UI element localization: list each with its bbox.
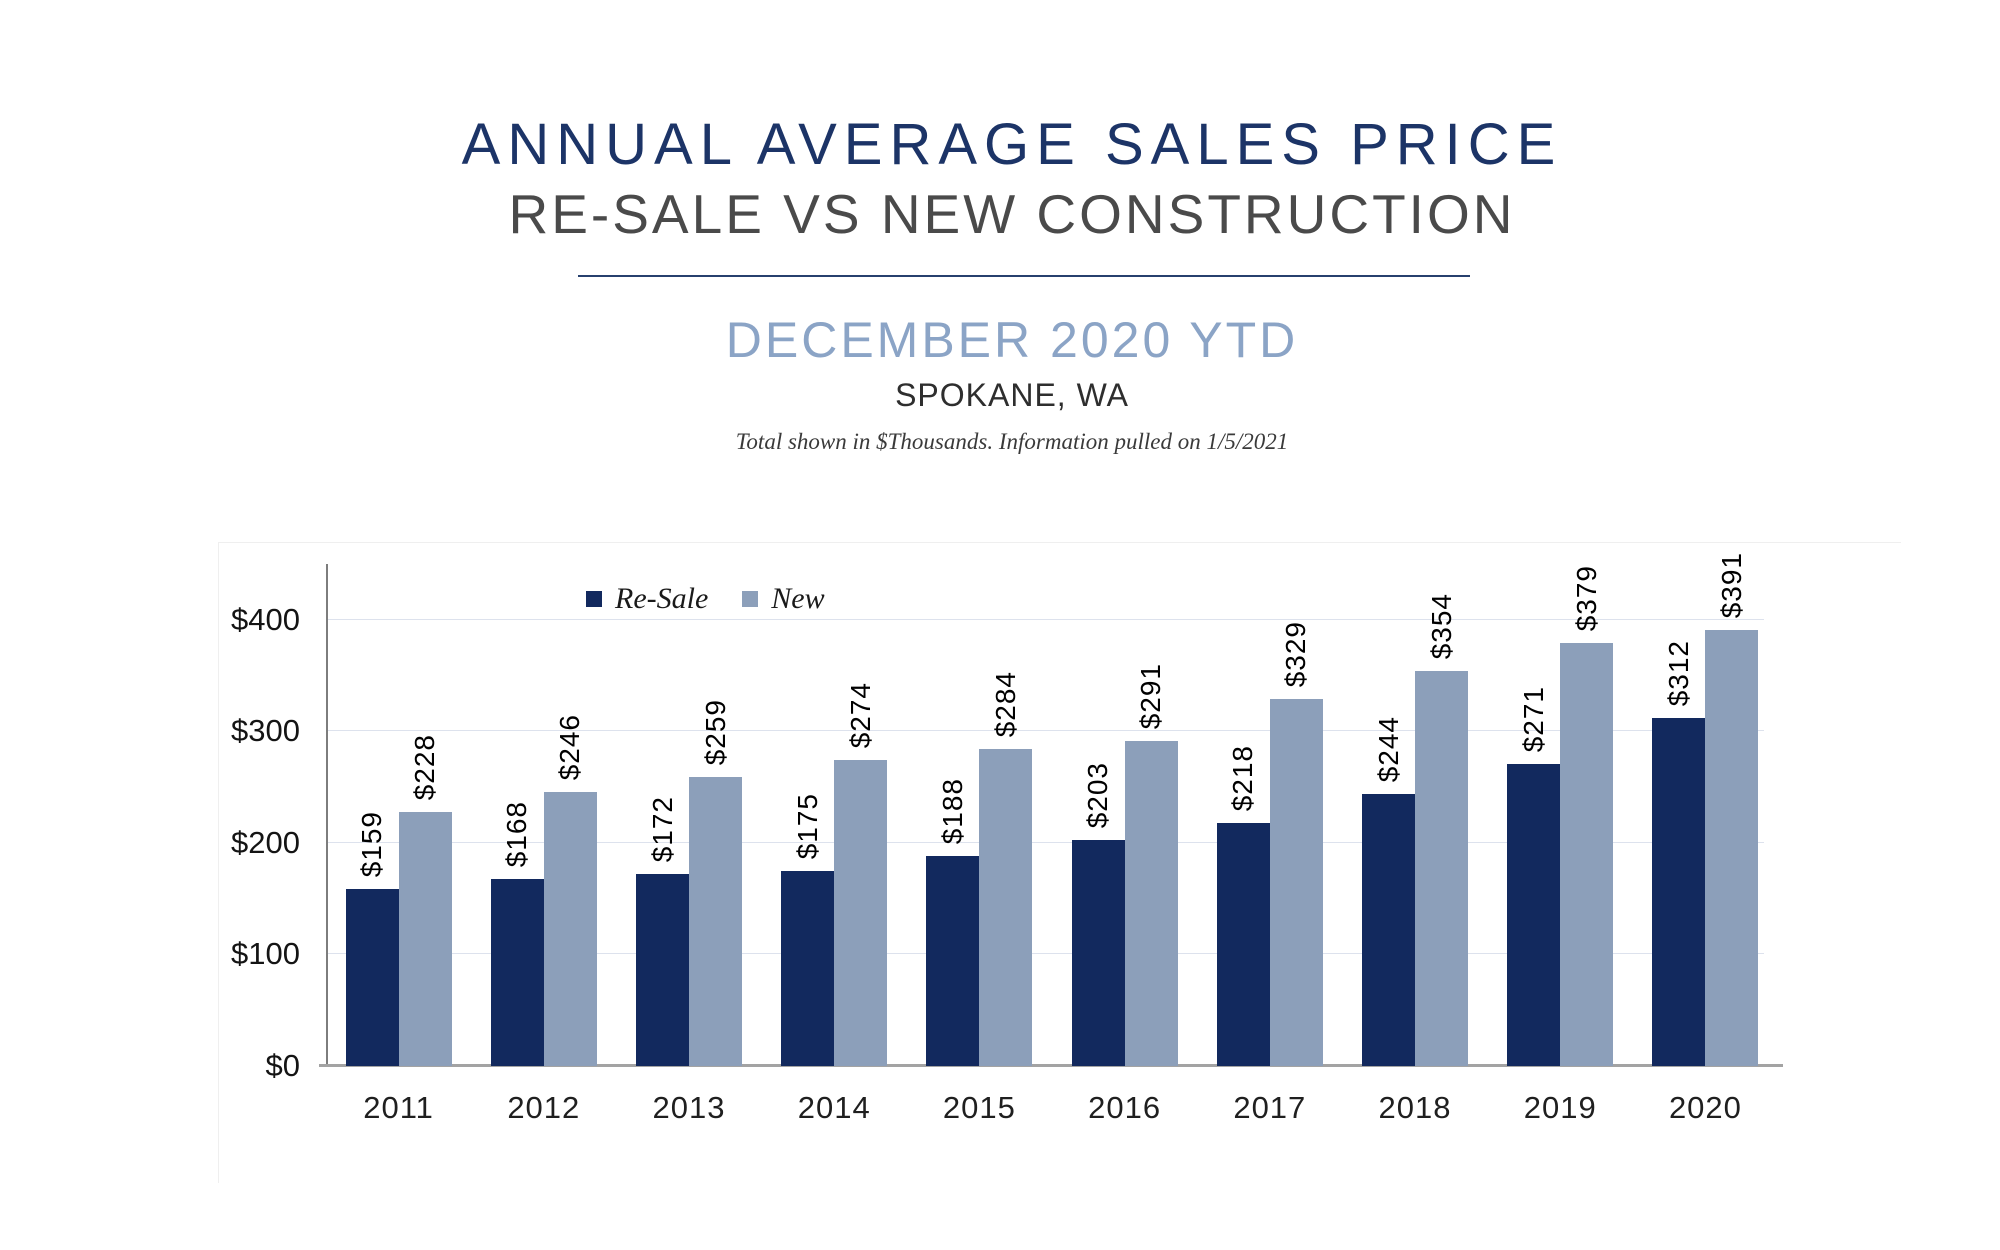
bar-groups: $159 $228 2011 $168 $246 2012 $172 $259 2013 $175… [326, 552, 1778, 1125]
x-axis-year-label: 2016 [1088, 1090, 1162, 1125]
legend-entry-new: New [742, 582, 825, 616]
x-axis-line [319, 1064, 1783, 1067]
bar-value-label: $312 [1662, 639, 1694, 706]
bar-value-label: $291 [1135, 662, 1167, 729]
legend-label-resale: Re-Sale [615, 582, 709, 615]
new-swatch-icon [742, 591, 759, 607]
year-group: $244 $354 2018 [1342, 564, 1487, 1125]
year-group: $172 $259 2013 [616, 564, 761, 1125]
bar-new-2020: $391 [1705, 552, 1759, 1066]
bar-new-2015: $284 [979, 671, 1033, 1066]
x-axis-year-label: 2012 [507, 1090, 581, 1125]
bar-value-label: $218 [1227, 744, 1259, 811]
bar-value-label: $159 [356, 810, 388, 877]
year-group: $188 $284 2015 [907, 564, 1052, 1125]
header-divider [578, 275, 1470, 277]
gridline [328, 953, 1764, 955]
gridline [328, 841, 1764, 843]
bar-resale-2019: $271 [1507, 686, 1561, 1066]
y-tick-label: $0 [265, 1048, 300, 1083]
x-axis-year-label: 2018 [1378, 1090, 1452, 1125]
bar-new-2014: $274 [834, 682, 888, 1066]
period-label: DECEMBER 2020 YTD [725, 312, 1299, 368]
y-tick-label: $400 [231, 601, 300, 637]
bar-value-label: $203 [1082, 761, 1114, 828]
bar-new-2017: $329 [1269, 621, 1323, 1066]
bar-value-label: $274 [844, 681, 876, 748]
bar-resale-2018: $244 [1362, 716, 1416, 1066]
page-title: ANNUAL AVERAGE SALES PRICE [461, 112, 1563, 177]
bar-new-2018: $354 [1415, 593, 1469, 1066]
bar-value-label: $172 [646, 795, 678, 862]
bar-new-2016: $291 [1124, 663, 1178, 1066]
plot-area: $159 $228 2011 $168 $246 2012 $172 $259 2013 $175… [326, 552, 1778, 1125]
x-axis-year-label: 2017 [1233, 1090, 1307, 1125]
x-axis-year-label: 2015 [942, 1090, 1016, 1125]
year-group: $312 $391 2020 [1633, 552, 1778, 1125]
year-group: $203 $291 2016 [1052, 564, 1197, 1125]
bar-value-label: $259 [699, 698, 731, 765]
legend-entry-resale: Re-Sale [586, 582, 708, 616]
y-axis-line [326, 564, 328, 1066]
bar-resale-2013: $172 [636, 796, 689, 1066]
bar-value-label: $391 [1715, 551, 1747, 618]
bar-new-2013: $259 [689, 699, 742, 1066]
gridline [328, 730, 1764, 732]
page-subtitle: RE-SALE VS NEW CONSTRUCTION [508, 183, 1516, 245]
bar-value-label: $379 [1570, 564, 1602, 631]
bar-value-label: $271 [1517, 685, 1549, 752]
legend: Re-Sale New [586, 582, 825, 616]
year-group: $159 $228 2011 [326, 564, 471, 1125]
x-axis-year-label: 2013 [652, 1090, 726, 1125]
location-label: SPOKANE, WA [895, 377, 1129, 413]
bar-value-label: $168 [501, 800, 533, 867]
year-group: $168 $246 2012 [471, 564, 616, 1125]
x-axis-year-label: 2020 [1668, 1090, 1742, 1125]
y-tick-label: $200 [231, 824, 300, 860]
chart-panel [218, 542, 1901, 1183]
footnote: Total shown in $Thousands. Information p… [735, 429, 1289, 454]
y-tick-label: $300 [231, 713, 300, 749]
x-axis-year-label: 2014 [797, 1090, 871, 1125]
y-tick-label: $100 [231, 936, 300, 972]
year-group: $175 $274 2014 [762, 564, 907, 1125]
bar-new-2019: $379 [1560, 565, 1614, 1066]
bar-new-2011: $228 [398, 734, 452, 1066]
x-axis-year-label: 2019 [1523, 1090, 1597, 1125]
gridline [328, 618, 1764, 620]
year-group: $271 $379 2019 [1488, 564, 1633, 1125]
bar-resale-2014: $175 [781, 793, 835, 1066]
bar-value-label: $244 [1372, 715, 1404, 782]
bar-resale-2015: $188 [926, 778, 980, 1066]
legend-label-new: New [771, 582, 825, 615]
resale-swatch-icon [586, 591, 602, 607]
bar-resale-2017: $218 [1216, 745, 1270, 1066]
bar-value-label: $246 [554, 713, 586, 780]
bar-resale-2020: $312 [1652, 640, 1706, 1066]
bar-new-2012: $246 [543, 714, 597, 1066]
bar-value-label: $188 [936, 777, 968, 844]
bar-value-label: $354 [1425, 592, 1457, 659]
bar-resale-2011: $159 [345, 811, 399, 1066]
bar-value-label: $228 [409, 733, 441, 800]
bar-value-label: $329 [1280, 620, 1312, 687]
bar-resale-2016: $203 [1071, 762, 1125, 1066]
bar-value-label: $284 [989, 670, 1021, 737]
bar-resale-2012: $168 [490, 801, 544, 1066]
x-axis-year-label: 2011 [363, 1090, 434, 1125]
year-group: $218 $329 2017 [1197, 564, 1342, 1125]
bar-value-label: $175 [791, 792, 823, 859]
